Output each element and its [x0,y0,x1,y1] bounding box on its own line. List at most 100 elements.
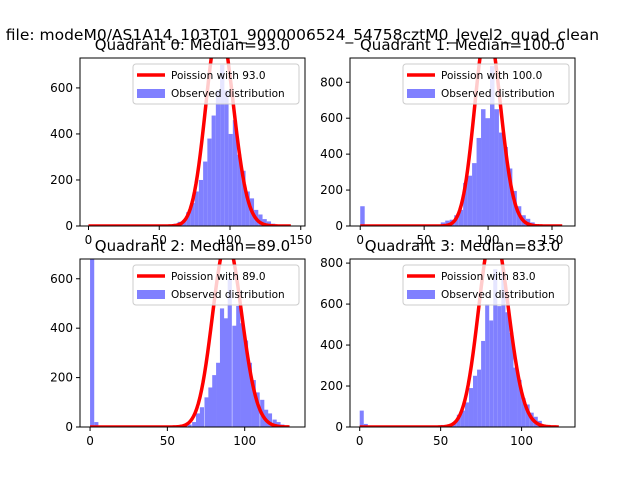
y-tick-label: 400 [320,147,343,161]
histogram-bar [232,120,238,226]
x-tick-label: 100 [233,434,256,448]
y-tick-label: 600 [320,111,343,125]
y-tick-label: 0 [65,219,73,233]
histogram-bar [216,362,221,427]
histogram-bar [251,380,256,427]
y-tick-label: 400 [50,127,73,141]
legend-observed-label: Observed distribution [171,88,285,100]
figure-suptitle: n file: modeM0/AS1A14_103T01_9000006524_… [0,26,599,45]
histogram-bar [489,320,494,427]
plot-area [359,58,563,226]
legend-observed-swatch [137,89,165,98]
y-tick-label: 200 [320,183,343,197]
x-tick-label: 100 [510,434,533,448]
histogram-bar [460,410,465,427]
x-tick-label: 100 [477,233,500,247]
histogram-bar [94,422,99,427]
histogram-bar [473,375,478,427]
histogram-bar [227,278,232,427]
histogram-bar [276,422,281,427]
histogram-bar [236,305,241,427]
histogram-bar [517,379,522,427]
histogram-bar [521,398,526,427]
legend-poisson-label: Poission with 100.0 [441,70,542,82]
legend-box [402,63,570,105]
y-tick-label: 400 [320,338,343,352]
legend-poisson-label: Poission with 89.0 [171,271,266,283]
panel-quadrant-3: 0 50 100 0 200 400 600 800 Quadrant 3: Median=83… [320,237,576,448]
x-tick-label: 100 [219,233,242,247]
y-tick-label: 0 [65,420,73,434]
histogram-bar [501,269,506,427]
histogram-bar [489,66,495,226]
histogram-bar [359,410,364,427]
histogram-bar [476,137,482,226]
panel-title: Quadrant 0: Median=93.0 [95,36,290,54]
poisson-curve [359,58,563,226]
histogram-bar [485,304,490,427]
x-tick-label: 0 [86,434,94,448]
y-tick-label: 200 [50,371,73,385]
panel-title: Quadrant 3: Median=83.0 [365,237,560,255]
histogram-bar [525,404,530,427]
poisson-curve [359,259,559,427]
legend-observed-swatch [137,290,165,299]
histogram-bar [224,90,229,226]
histogram-bar [512,190,517,226]
panel-title: Quadrant 2: Median=89.0 [95,237,290,255]
histogram-bar [513,367,518,427]
x-tick-label: 150 [289,233,312,247]
histogram-bar [481,109,486,226]
histogram-bar [203,161,208,226]
plot-area [89,259,290,427]
legend-box [402,264,570,306]
poisson-curve [89,259,290,427]
x-tick-label: 150 [541,233,564,247]
histogram-bar [472,163,477,226]
histogram-bar [211,115,216,226]
histogram-bar [477,369,482,427]
histogram-bar [232,325,237,427]
x-tick-label: 50 [417,233,432,247]
histogram-bar [485,118,490,226]
histogram-bar [190,202,195,226]
histogram-bar [207,138,212,226]
histogram-bar [241,170,246,226]
histogram-bar [237,154,242,226]
histogram-bar [468,388,474,427]
legend-observed-swatch [407,89,435,98]
y-tick-label: 600 [50,272,73,286]
histogram-bar [262,219,267,226]
histogram-bar [464,402,469,427]
histogram-bar [494,109,499,226]
histogram-bar [228,133,233,226]
x-tick-label: 50 [160,434,175,448]
histogram-bar [245,191,250,226]
histogram-bar [507,168,513,226]
histogram-bar [509,332,514,427]
axes-frame [349,57,576,227]
panel-title: Quadrant 1: Median=100.0 [360,36,565,54]
histogram-bar [456,414,461,427]
x-tick-label: 0 [85,233,93,247]
poisson-curve [88,58,292,226]
histogram-bar [247,362,252,427]
histogram-bar [505,312,510,427]
y-tick-label: 200 [50,173,73,187]
histogram-bar [503,146,508,226]
panel-quadrant-1: 0 50 100 150 0 200 400 600 800 Quadrant 1: Median… [320,36,576,247]
histogram-bar [215,90,221,226]
histogram-bar [219,308,225,427]
x-tick-label: 50 [433,434,448,448]
histogram-bar [204,397,209,427]
axes-frame [349,258,576,428]
y-tick-label: 600 [50,81,73,95]
histogram-bar [198,179,204,226]
panel-quadrant-2: 0 50 100 0 200 400 600 Quadrant 2: Median=89.0 P… [50,237,306,448]
histogram-bar [360,206,365,226]
y-tick-label: 200 [320,379,343,393]
histogram-bar [493,269,498,427]
histogram-bar [220,64,225,226]
histogram-bar [199,407,205,427]
